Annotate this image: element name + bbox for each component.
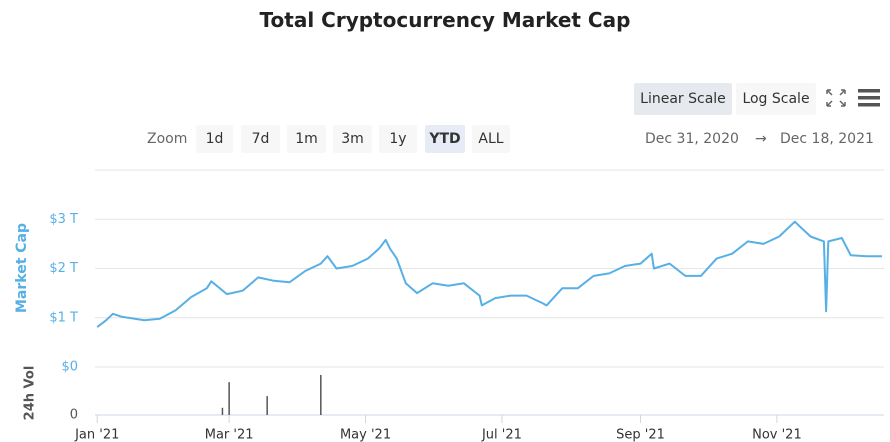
x-tick-label: Jan '21	[74, 428, 119, 442]
scale-button[interactable]: Linear Scale	[634, 83, 732, 115]
y-tick-label: $3 T	[49, 212, 78, 227]
zoom-button[interactable]: ALL	[472, 125, 510, 153]
y-tick-label: 0	[70, 408, 78, 423]
x-tick-label: May '21	[340, 428, 391, 442]
volume-bar	[228, 382, 230, 415]
zoom-button[interactable]: 1y	[379, 125, 417, 153]
y-tick-label: $1 T	[49, 310, 78, 325]
volume-bar	[221, 407, 224, 415]
x-tick-label: Sep '21	[616, 428, 665, 442]
volume-bar	[320, 374, 322, 415]
x-tick-label: Nov '21	[752, 428, 802, 442]
chart-title: Total Cryptocurrency Market Cap	[259, 8, 631, 32]
range-from[interactable]: Dec 31, 2020	[645, 131, 739, 147]
menu-icon[interactable]	[858, 89, 880, 107]
market-cap-line	[96, 220, 882, 328]
zoom-button[interactable]: 1m	[287, 125, 326, 153]
zoom-button[interactable]: YTD	[425, 125, 465, 153]
zoom-button[interactable]: 1d	[196, 125, 233, 153]
y-tick-label: $0	[61, 360, 78, 375]
x-tick-label: Jul '21	[481, 428, 522, 442]
vol-axis-title: 24h Vol	[23, 366, 38, 421]
zoom-button[interactable]: 3m	[333, 125, 372, 153]
range-to[interactable]: Dec 18, 2021	[780, 131, 874, 147]
zoom-label: Zoom	[147, 131, 188, 147]
zoom-button[interactable]: 7d	[241, 125, 280, 153]
fullscreen-icon[interactable]	[826, 89, 846, 107]
range-arrow: →	[755, 131, 767, 147]
y-tick-label: $2 T	[49, 261, 78, 276]
x-tick-label: Mar '21	[205, 428, 254, 442]
volume-bar	[266, 396, 268, 415]
scale-button[interactable]: Log Scale	[736, 83, 816, 115]
y-axis-title: Market Cap	[14, 223, 30, 313]
